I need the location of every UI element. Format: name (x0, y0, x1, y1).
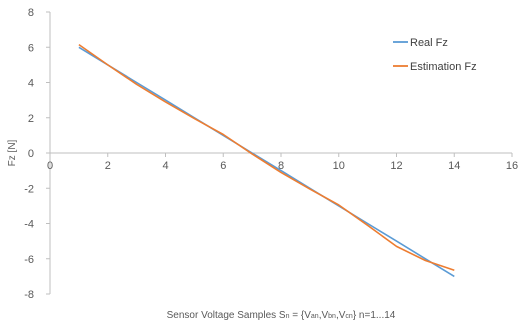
x-axis-label-part: an (311, 313, 319, 320)
y-tick-label: -6 (24, 254, 34, 266)
x-axis-label-part: bn (328, 313, 336, 320)
x-axis-label-part: } n=1...14 (353, 310, 396, 321)
y-tick-label: 0 (28, 148, 34, 160)
x-axis-label-part: ,V (336, 310, 346, 321)
y-tick-label: -4 (24, 219, 34, 231)
axes (46, 11, 513, 295)
y-tick-label: 2 (28, 113, 34, 125)
x-axis-label-part: n (286, 313, 290, 320)
x-tick-label: 14 (448, 160, 460, 172)
legend: Real Fz Estimation Fz (393, 37, 477, 73)
tick-labels: -8 -6 -4 -2 0 2 4 6 8 0 2 4 6 8 10 12 14 16 (24, 7, 518, 301)
y-axis-label: Fz [N] (7, 139, 18, 166)
x-axis-label-part: ,V (319, 310, 329, 321)
series-line-estimation-fz (78, 43, 455, 271)
x-axis-label-part: cn (345, 313, 353, 320)
legend-label: Estimation Fz (410, 61, 477, 73)
y-tick-label: 6 (28, 42, 34, 54)
x-tick-label: 16 (506, 160, 518, 172)
x-tick-label: 6 (220, 160, 226, 172)
y-tick-label: -2 (24, 183, 34, 195)
x-axis-label: Sensor Voltage Samples Sn = {Van,Vbn,Vcn… (167, 310, 396, 321)
legend-label: Real Fz (410, 37, 448, 49)
x-tick-label: 10 (333, 160, 345, 172)
y-tick-label: -8 (24, 289, 34, 301)
x-tick-label: 8 (278, 160, 284, 172)
y-tick-label: 4 (28, 78, 34, 90)
series-layer (78, 43, 455, 278)
x-tick-label: 0 (47, 160, 53, 172)
x-axis-label-part: Sensor Voltage Samples S (167, 310, 286, 321)
x-tick-label: 2 (105, 160, 111, 172)
y-tick-label: 8 (28, 7, 34, 19)
x-tick-label: 12 (390, 160, 402, 172)
series-line-real-fz (78, 46, 455, 278)
x-axis-label-part: = {V (290, 310, 312, 321)
x-tick-label: 4 (162, 160, 168, 172)
